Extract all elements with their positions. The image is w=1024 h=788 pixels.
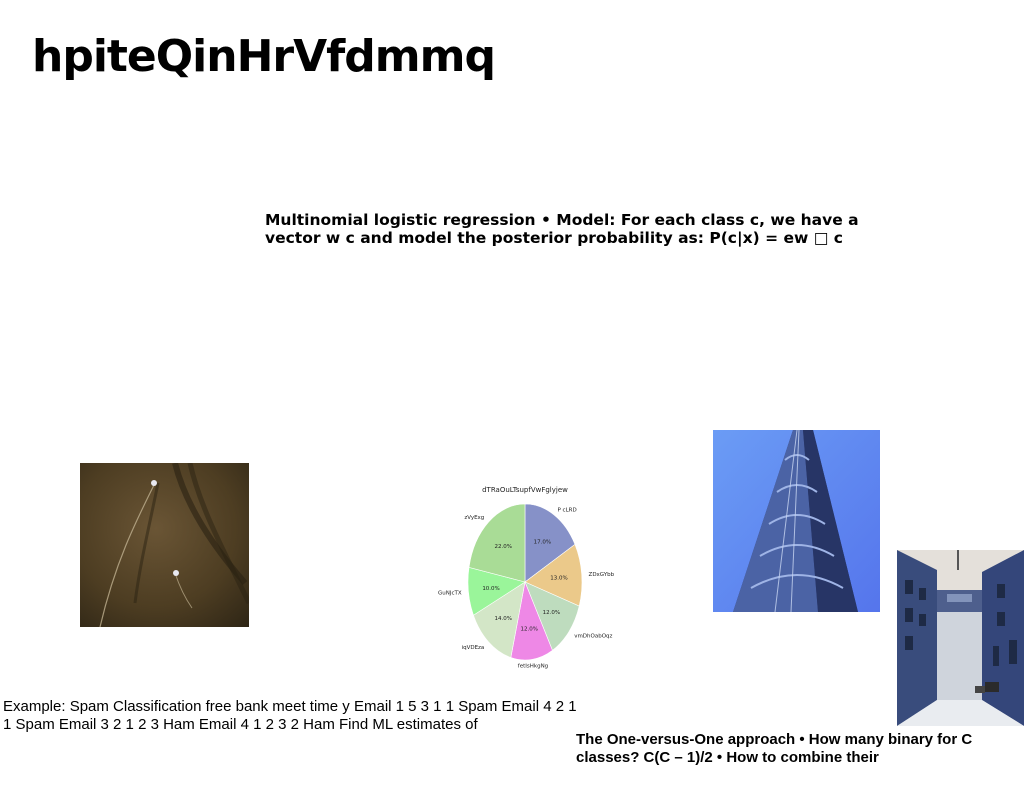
pie-chart: dTRaOuLTsupfVwFglyjew 17.0% P cLRD 13.0% ZDx…	[438, 486, 615, 670]
pie-pct-label-2: 12.0%	[543, 610, 560, 616]
pie-pct-label-1: 13.0%	[550, 576, 567, 582]
photo-blue-tower	[713, 430, 880, 612]
pie-slice-label-1: ZDxGYbb	[589, 572, 615, 578]
pie-pct-label-0: 17.0%	[534, 540, 551, 546]
pie-slice-label-4: iqVDEza	[462, 645, 485, 651]
pie-slice-label-5: GuNJcTX	[438, 591, 462, 597]
pie-slice-0	[524, 503, 576, 583]
photo-dark-surface	[80, 463, 249, 627]
chart-title: dTRaOuLTsupfVwFglyjew	[482, 486, 568, 494]
photo-blue-street	[897, 550, 1024, 726]
text-block-spam-example: Example: Spam Classification free bank m…	[3, 698, 577, 733]
pie-slice-label-2: vmDhOabOqz	[574, 634, 612, 640]
pie-slice-6	[468, 503, 526, 583]
pie-slice-label-0: P cLRD	[557, 507, 576, 513]
pie-slice-label-6: zVyExg	[464, 515, 484, 521]
pie-slice-4	[473, 581, 526, 658]
page-title: hpiteQinHrVfdmmq	[32, 31, 496, 82]
pie-pct-label-3: 12.0%	[521, 626, 538, 632]
pie-pct-label-6: 22.0%	[494, 544, 511, 550]
text-block-one-vs-one: The One-versus-One approach • How many b…	[576, 731, 973, 766]
pie-slice-label-3: fetIsHkgNg	[518, 664, 548, 670]
pie-slice-1	[524, 543, 583, 607]
pie-pct-label-5: 10.0%	[482, 586, 499, 592]
text-block-multinomial: Multinomial logistic regression • Model:…	[265, 211, 859, 247]
pie-pct-label-4: 14.0%	[494, 616, 511, 622]
